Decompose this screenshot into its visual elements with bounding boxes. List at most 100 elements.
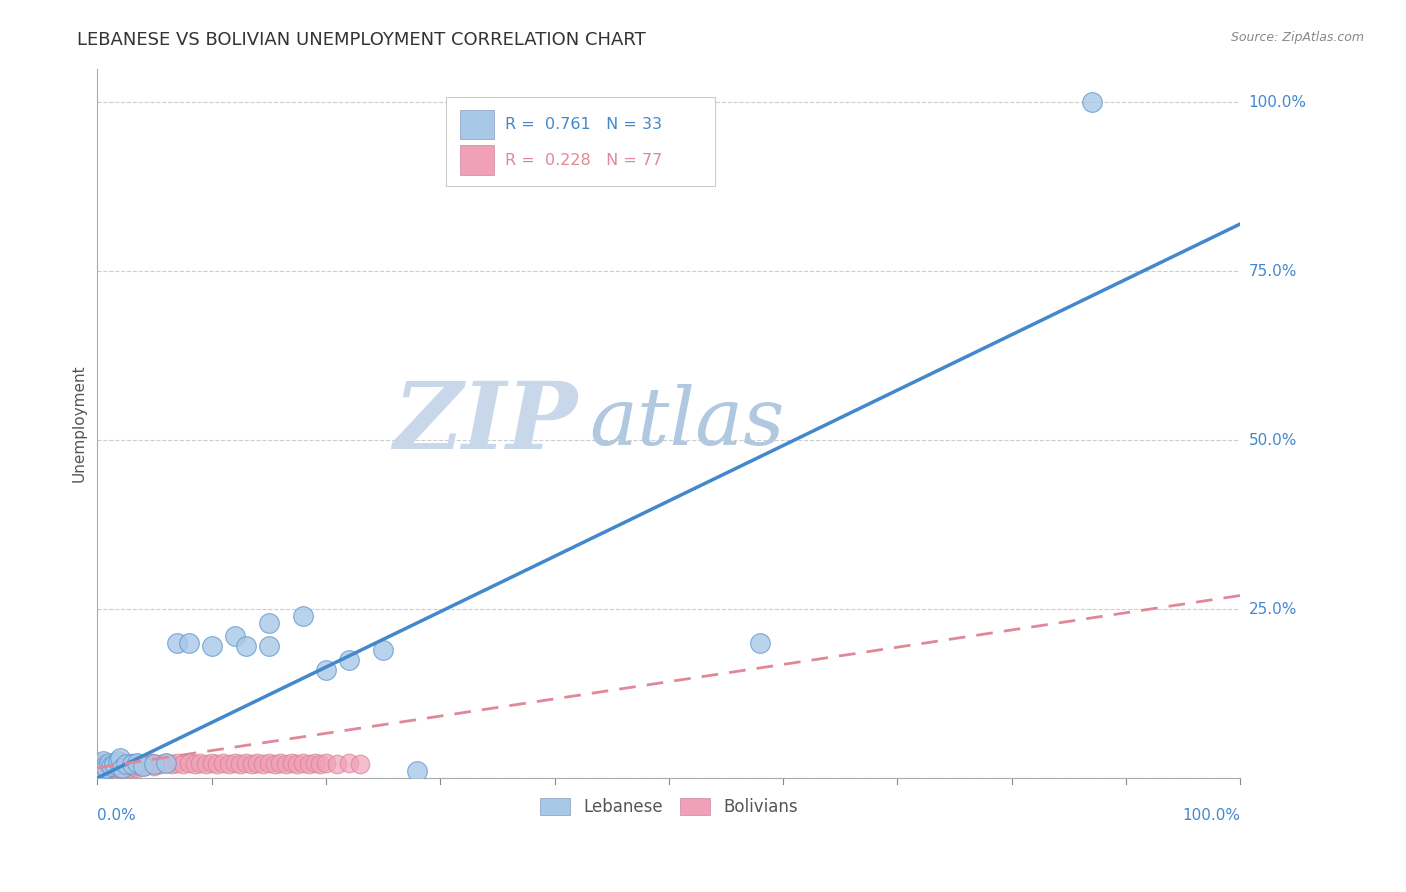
Point bbox=[224, 629, 246, 643]
Point bbox=[91, 756, 114, 770]
Point bbox=[107, 757, 129, 772]
Text: 100.0%: 100.0% bbox=[1182, 808, 1240, 823]
Point bbox=[160, 757, 183, 772]
Point bbox=[201, 756, 224, 770]
Point bbox=[90, 757, 112, 772]
Point bbox=[112, 758, 135, 772]
Point bbox=[201, 639, 224, 653]
Point bbox=[257, 756, 280, 770]
Point bbox=[117, 761, 139, 775]
Point bbox=[90, 761, 112, 775]
Point bbox=[235, 756, 257, 770]
Point bbox=[122, 758, 145, 772]
Point bbox=[257, 615, 280, 630]
Point bbox=[235, 639, 257, 653]
Point bbox=[97, 761, 120, 775]
Point bbox=[87, 761, 110, 775]
Point bbox=[280, 756, 302, 770]
Point bbox=[177, 636, 200, 650]
Point bbox=[103, 757, 125, 772]
Point bbox=[1080, 95, 1102, 110]
Point bbox=[183, 757, 205, 772]
Point bbox=[96, 761, 118, 775]
FancyBboxPatch shape bbox=[446, 97, 714, 186]
Point bbox=[141, 756, 163, 770]
Point bbox=[274, 757, 297, 772]
Point bbox=[90, 764, 112, 779]
Point bbox=[108, 761, 131, 775]
Point bbox=[108, 758, 131, 772]
Point bbox=[194, 757, 217, 772]
Point bbox=[252, 757, 274, 772]
Point bbox=[103, 756, 125, 770]
Point bbox=[89, 757, 111, 772]
Point bbox=[93, 757, 115, 772]
Point bbox=[110, 761, 132, 775]
Point bbox=[229, 757, 252, 772]
Text: 0.0%: 0.0% bbox=[97, 808, 136, 823]
Point bbox=[91, 758, 114, 772]
Point bbox=[337, 756, 360, 770]
Point bbox=[111, 761, 134, 775]
Point bbox=[97, 758, 120, 772]
Point bbox=[246, 756, 269, 770]
Point bbox=[166, 636, 188, 650]
Point bbox=[224, 756, 246, 770]
Bar bbox=[460, 110, 494, 139]
Text: ZIP: ZIP bbox=[394, 378, 578, 468]
Point bbox=[143, 758, 166, 772]
Point bbox=[315, 756, 337, 770]
Point bbox=[111, 757, 134, 772]
Point bbox=[121, 757, 143, 772]
Point bbox=[127, 756, 149, 770]
Point bbox=[124, 757, 146, 772]
Point bbox=[371, 642, 394, 657]
Point bbox=[108, 756, 131, 770]
Point bbox=[107, 754, 129, 768]
Text: 50.0%: 50.0% bbox=[1249, 433, 1296, 448]
Text: atlas: atlas bbox=[589, 384, 785, 462]
Point bbox=[103, 757, 125, 772]
Point bbox=[93, 761, 115, 775]
Point bbox=[177, 756, 200, 770]
Point bbox=[166, 756, 188, 770]
Point bbox=[315, 663, 337, 677]
Text: 100.0%: 100.0% bbox=[1249, 95, 1306, 110]
Point bbox=[172, 757, 194, 772]
Point bbox=[96, 757, 118, 772]
Point bbox=[263, 757, 285, 772]
Point bbox=[155, 756, 177, 770]
Point bbox=[257, 639, 280, 653]
Point bbox=[128, 758, 150, 772]
Point bbox=[134, 758, 156, 772]
Point bbox=[349, 757, 371, 772]
Point bbox=[100, 758, 122, 772]
Point bbox=[212, 756, 235, 770]
Point bbox=[127, 761, 149, 775]
Point bbox=[91, 754, 114, 768]
Point bbox=[115, 757, 138, 772]
Point bbox=[115, 757, 138, 772]
Bar bbox=[460, 145, 494, 175]
Point bbox=[96, 761, 118, 775]
Point bbox=[93, 763, 115, 777]
Legend: Lebanese, Bolivians: Lebanese, Bolivians bbox=[533, 791, 804, 822]
Point bbox=[207, 757, 229, 772]
Point bbox=[132, 757, 155, 772]
Point bbox=[298, 757, 321, 772]
Point bbox=[309, 757, 332, 772]
Text: Source: ZipAtlas.com: Source: ZipAtlas.com bbox=[1230, 31, 1364, 45]
Point bbox=[98, 758, 121, 772]
Text: R =  0.228   N = 77: R = 0.228 N = 77 bbox=[505, 153, 662, 168]
Point bbox=[337, 653, 360, 667]
Text: LEBANESE VS BOLIVIAN UNEMPLOYMENT CORRELATION CHART: LEBANESE VS BOLIVIAN UNEMPLOYMENT CORREL… bbox=[77, 31, 647, 49]
Point bbox=[89, 758, 111, 772]
Point bbox=[292, 608, 315, 623]
Point bbox=[149, 757, 172, 772]
Point bbox=[406, 764, 429, 779]
Point bbox=[269, 756, 291, 770]
Point bbox=[108, 750, 131, 764]
Point bbox=[218, 757, 240, 772]
Point bbox=[292, 756, 315, 770]
Point bbox=[103, 758, 125, 772]
